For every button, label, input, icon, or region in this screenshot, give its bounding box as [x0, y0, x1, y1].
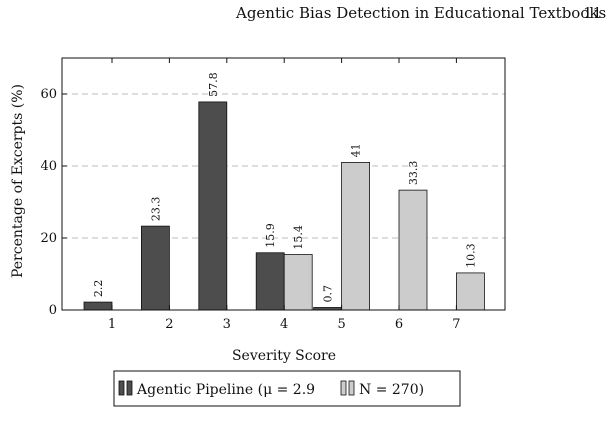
bar: [398, 189, 428, 311]
severity-bar-chart: 0 20 40 60 1 2 3 4 5 6 7 2.2 23.3 57.8 15.9 0.7 15.4 41 3…: [10, 57, 506, 407]
data-label: 0.7: [322, 285, 335, 303]
grid-lines: [62, 93, 505, 239]
x-tick-label: 3: [223, 317, 231, 332]
page-number: 11: [583, 4, 603, 22]
bar: [83, 301, 113, 311]
x-tick-label: 1: [108, 317, 116, 332]
bars: [83, 101, 485, 311]
y-tick-label: 40: [40, 159, 57, 174]
bar: [455, 272, 485, 311]
x-axis-title: Severity Score: [232, 348, 336, 364]
legend-swatch-light-b: [348, 380, 355, 396]
x-tick-label: 4: [280, 317, 288, 332]
data-label: 57.8: [207, 72, 220, 97]
legend-box: [113, 370, 461, 407]
data-label: 33.3: [407, 161, 420, 186]
x-tick-label: 2: [165, 317, 173, 332]
bar: [283, 254, 313, 311]
legend: Agentic Pipeline (μ = 2.9 N = 270): [113, 370, 461, 407]
x-tick-label: 7: [452, 317, 460, 332]
data-label: 15.9: [264, 223, 277, 248]
data-labels: 2.2 23.3 57.8 15.9 0.7 15.4 41 33.3 10.3: [92, 72, 477, 302]
bar: [140, 225, 170, 311]
legend-label-agentic: Agentic Pipeline (μ = 2.9: [136, 382, 315, 398]
running-head: Agentic Bias Detection in Educational Te…: [0, 0, 607, 40]
bar: [255, 252, 285, 311]
legend-swatch-dark-a: [118, 380, 125, 396]
legend-swatch-dark-b: [126, 380, 133, 396]
tick-labels: 0 20 40 60 1 2 3 4 5 6 7: [40, 87, 460, 332]
data-label: 41: [350, 143, 363, 157]
bar: [198, 101, 228, 311]
y-tick-label: 20: [40, 231, 57, 246]
data-label: 10.3: [464, 243, 477, 267]
data-label: 2.2: [92, 280, 105, 298]
x-tick-label: 5: [337, 317, 345, 332]
y-tick-label: 0: [49, 303, 57, 318]
legend-swatch-light-a: [340, 380, 347, 396]
x-tick-label: 6: [395, 317, 403, 332]
plot-frame: [61, 57, 506, 311]
y-axis-title: Percentage of Excerpts (%): [10, 84, 26, 278]
data-label: 23.3: [149, 197, 162, 222]
running-title: Agentic Bias Detection in Educational Te…: [236, 4, 607, 22]
bar: [341, 162, 371, 311]
data-label: 15.4: [292, 225, 305, 250]
y-tick-label: 60: [40, 87, 57, 102]
axes: [61, 57, 506, 311]
legend-label-n: N = 270): [359, 382, 424, 398]
